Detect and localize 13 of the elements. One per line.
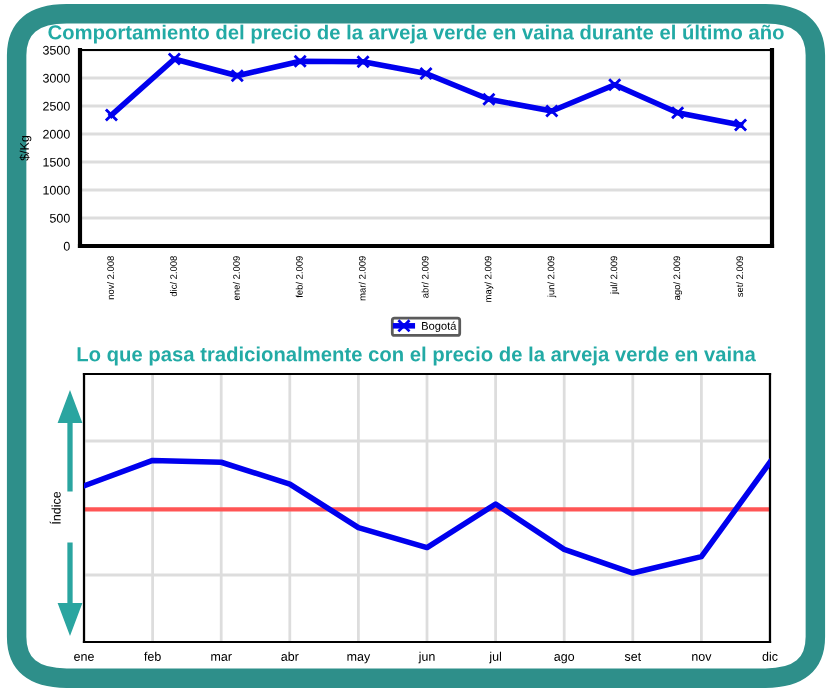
point [167, 52, 182, 66]
point [356, 54, 371, 69]
point [733, 118, 748, 132]
point [104, 108, 119, 122]
point [293, 54, 308, 69]
point [607, 77, 622, 92]
point [419, 66, 433, 81]
point [670, 105, 685, 120]
point [544, 104, 559, 118]
point [230, 68, 245, 83]
chart-title: Comportamiento del precio de la arveja verde en vaina durante el último año [48, 24, 784, 44]
point [481, 92, 496, 107]
chart-title: Lo que pasa tradicionalmente con el precio de la arveja verde en vaina [77, 346, 756, 366]
